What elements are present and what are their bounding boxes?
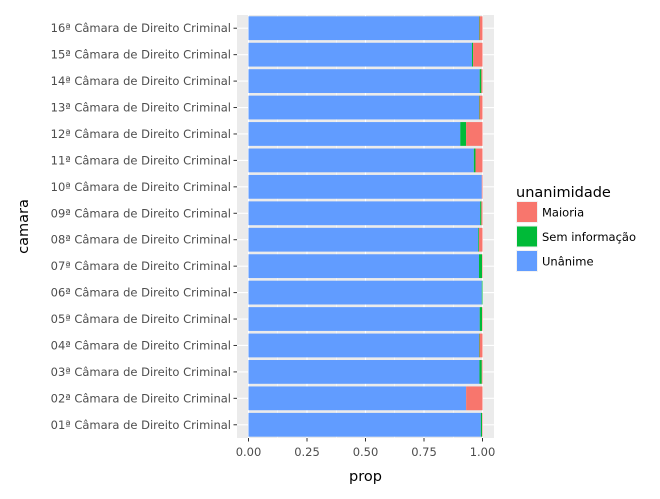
bar-segment-sem-informa-o bbox=[481, 280, 483, 305]
bars bbox=[248, 16, 483, 437]
bar-segment-maioria bbox=[479, 16, 483, 41]
bar-segment-maioria bbox=[475, 148, 483, 173]
y-tick-label: 15ª Câmara de Direito Criminal bbox=[51, 48, 231, 62]
y-tick-label: 11ª Câmara de Direito Criminal bbox=[51, 153, 231, 167]
x-tick-label: 0.00 bbox=[236, 445, 262, 459]
bar-segment-un-nime bbox=[248, 16, 479, 41]
y-tick-label: 03ª Câmara de Direito Criminal bbox=[51, 365, 231, 379]
y-tick-label: 12ª Câmara de Direito Criminal bbox=[51, 127, 231, 141]
bar-segment-un-nime bbox=[248, 148, 474, 173]
bar-segment-maioria bbox=[473, 42, 483, 67]
y-tick-label: 07ª Câmara de Direito Criminal bbox=[51, 259, 231, 273]
bar-segment-sem-informa-o bbox=[480, 412, 483, 437]
x-tick-label: 1.00 bbox=[470, 445, 496, 459]
bar-segment-un-nime bbox=[248, 122, 461, 146]
x-tick-label: 0.75 bbox=[411, 445, 437, 459]
bar-segment-sem-informa-o bbox=[478, 227, 479, 252]
bar-segment-sem-informa-o bbox=[479, 360, 482, 384]
bar-segment-maioria bbox=[481, 360, 483, 384]
bar-segment-un-nime bbox=[248, 307, 480, 331]
bar-segment-sem-informa-o bbox=[473, 148, 476, 173]
x-axis-ticks: 0.00 0.25 0.50 0.75 1.00 bbox=[236, 438, 496, 459]
legend: unanimidade Maioria Sem informação Unânime bbox=[516, 185, 636, 272]
y-tick-label: 13ª Câmara de Direito Criminal bbox=[51, 101, 231, 115]
legend-title: unanimidade bbox=[516, 185, 611, 201]
bar-segment-un-nime bbox=[248, 201, 481, 226]
bar-segment-sem-informa-o bbox=[479, 307, 483, 331]
bar-segment-un-nime bbox=[248, 280, 482, 305]
x-tick-label: 0.50 bbox=[353, 445, 379, 459]
legend-key-swatch bbox=[517, 251, 537, 271]
bar-segment-maioria bbox=[479, 333, 483, 358]
y-tick-label: 04ª Câmara de Direito Criminal bbox=[51, 338, 231, 352]
legend-key-swatch bbox=[517, 202, 537, 222]
legend-label: Maioria bbox=[542, 206, 584, 220]
bar-segment-sem-informa-o bbox=[480, 201, 482, 226]
y-tick-label: 10ª Câmara de Direito Criminal bbox=[51, 180, 231, 194]
bar-segment-un-nime bbox=[248, 227, 479, 252]
y-tick-label: 16ª Câmara de Direito Criminal bbox=[51, 21, 231, 35]
bar-segment-maioria bbox=[478, 227, 483, 252]
y-tick-label: 01ª Câmara de Direito Criminal bbox=[51, 418, 231, 432]
y-axis-title: camara bbox=[16, 199, 32, 254]
y-tick-label: 02ª Câmara de Direito Criminal bbox=[51, 391, 231, 405]
y-tick-label: 14ª Câmara de Direito Criminal bbox=[51, 74, 231, 88]
y-tick-label: 08ª Câmara de Direito Criminal bbox=[51, 233, 231, 247]
legend-label: Unânime bbox=[542, 255, 594, 269]
bar-segment-sem-informa-o bbox=[471, 42, 474, 67]
bar-segment-sem-informa-o bbox=[479, 69, 482, 93]
y-tick-label: 09ª Câmara de Direito Criminal bbox=[51, 206, 231, 220]
bar-segment-maioria bbox=[466, 122, 483, 146]
y-axis-ticks: 01ª Câmara de Direito Criminal 02ª Câmara… bbox=[51, 21, 237, 432]
bar-segment-un-nime bbox=[248, 412, 481, 437]
bar-segment-un-nime bbox=[248, 174, 482, 199]
bar-segment-un-nime bbox=[248, 333, 479, 358]
y-tick-label: 05ª Câmara de Direito Criminal bbox=[51, 312, 231, 326]
bar-segment-sem-informa-o bbox=[460, 122, 467, 146]
bar-segment-maioria bbox=[481, 174, 483, 199]
bar-segment-un-nime bbox=[248, 42, 472, 67]
bar-segment-maioria bbox=[479, 95, 483, 120]
legend-label: Sem informação bbox=[542, 230, 636, 244]
legend-key-swatch bbox=[517, 226, 537, 247]
bar-segment-un-nime bbox=[248, 95, 479, 120]
bar-segment-sem-informa-o bbox=[478, 254, 483, 279]
bar-segment-maioria bbox=[481, 201, 483, 226]
bar-segment-maioria bbox=[481, 69, 483, 93]
bar-segment-un-nime bbox=[248, 386, 467, 411]
y-tick-label: 06ª Câmara de Direito Criminal bbox=[51, 286, 231, 300]
x-axis-title: prop bbox=[349, 469, 382, 485]
bar-segment-un-nime bbox=[248, 360, 480, 384]
bar-segment-un-nime bbox=[248, 254, 479, 279]
bar-segment-maioria bbox=[466, 386, 483, 411]
x-tick-label: 0.25 bbox=[294, 445, 320, 459]
bar-segment-un-nime bbox=[248, 69, 480, 93]
